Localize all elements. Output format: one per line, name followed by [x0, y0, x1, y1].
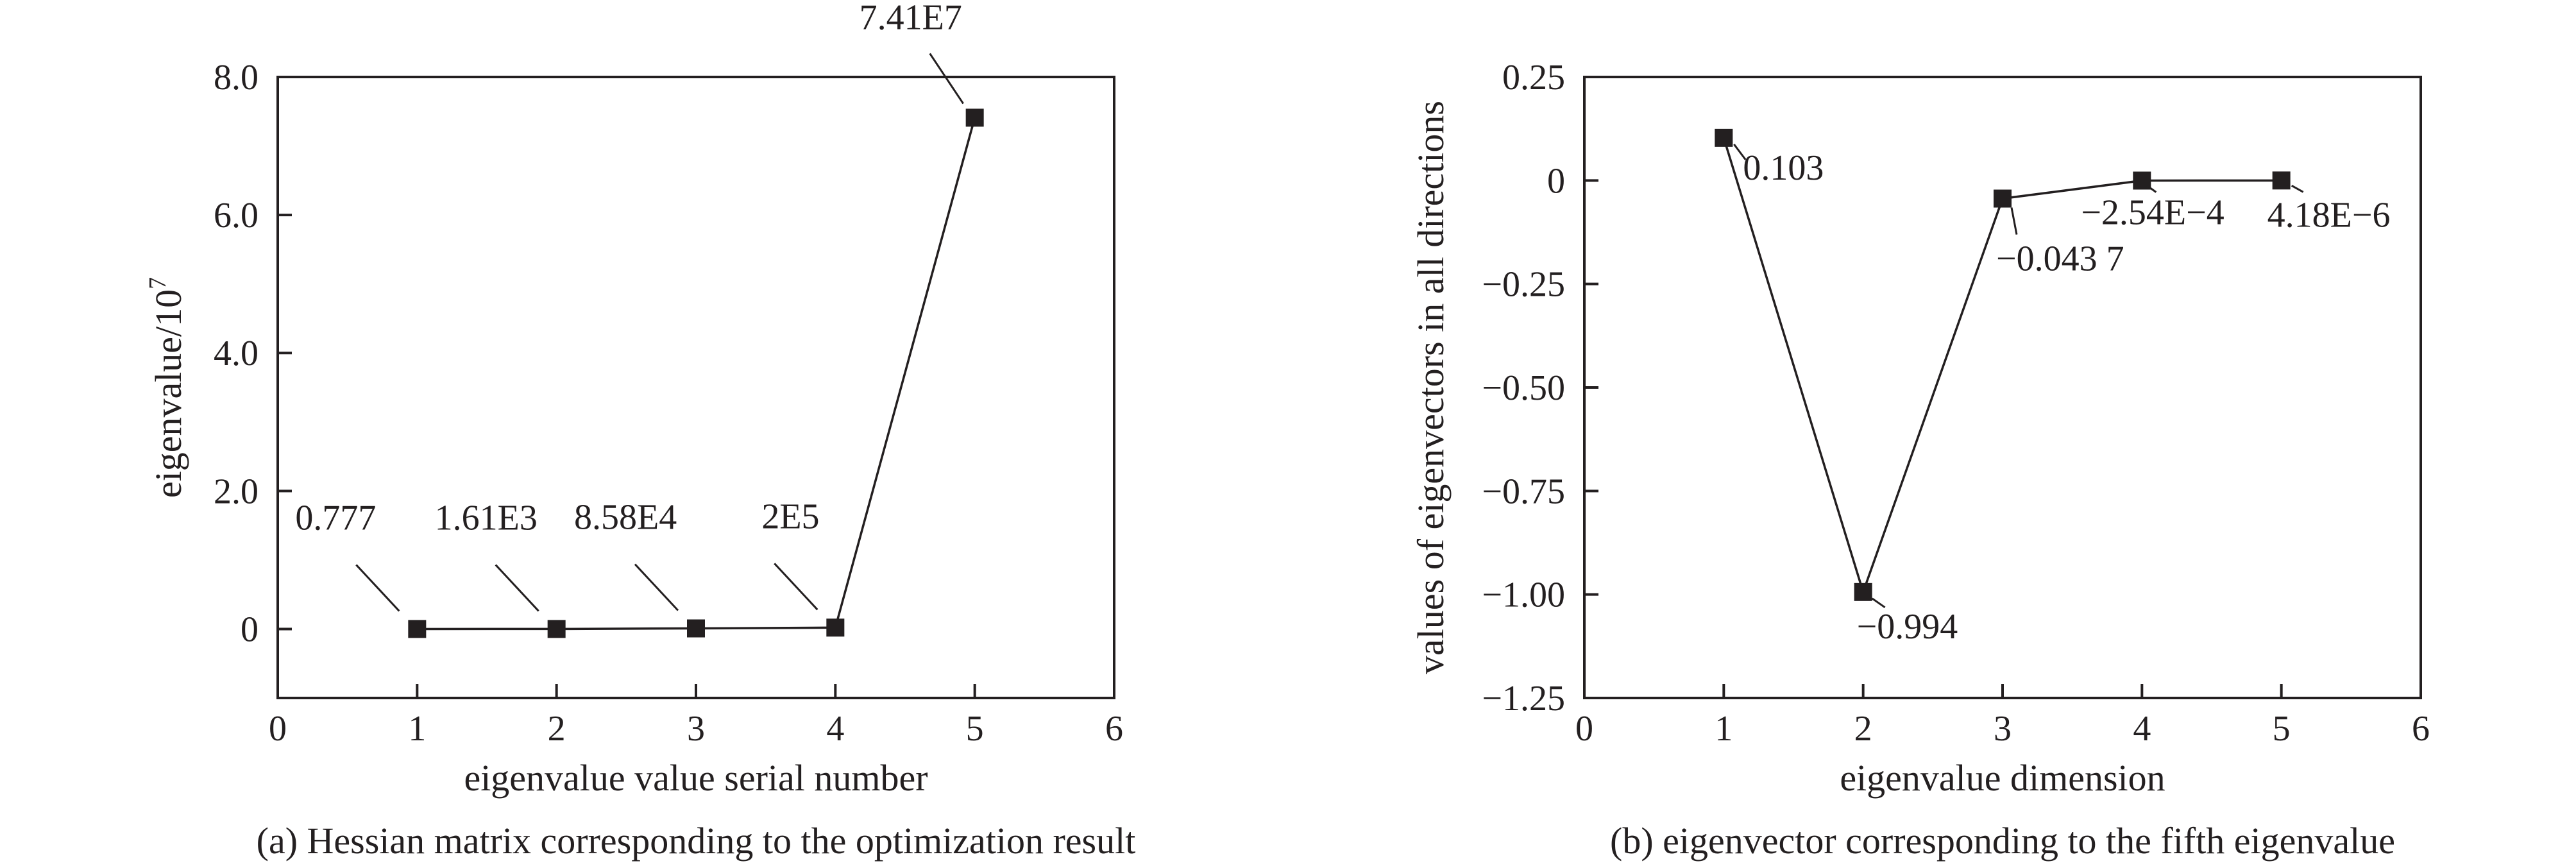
chart-b-x-tick-label: 3 [1994, 709, 2012, 749]
chart-a-point-leader [634, 563, 679, 611]
chart-a-x-tick-label: 2 [548, 709, 566, 749]
chart-b-x-tick-label: 0 [1575, 709, 1593, 749]
chart-b-y-tick-label: −0.25 [1482, 265, 1565, 305]
chart-a-point-label: 1.61E3 [435, 498, 538, 538]
chart-a-point-leader [774, 563, 818, 611]
chart-b-y-axis-label: values of eigenvectors in all directions [1410, 101, 1452, 674]
chart-b-x-tick-label: 6 [2412, 709, 2430, 749]
chart-a-caption: (a) Hessian matrix corresponding to the … [257, 820, 1136, 862]
chart-a-point-leader [355, 564, 400, 612]
chart-b: 0 1 2 3 4 5 6 −1.25 −1.00 −0.75 −0.50 −0.25 0 0.25 0… [1410, 58, 2430, 862]
chart-b-x-tick-label: 5 [2273, 709, 2291, 749]
chart-b-x-tick-label: 1 [1715, 709, 1733, 749]
chart-b-x-axis-label: eigenvalue dimension [1840, 757, 2165, 799]
chart-a-x-tick-label: 0 [269, 709, 287, 749]
chart-a-y-tick-label: 6.0 [214, 196, 258, 235]
chart-b-point [1854, 583, 1872, 601]
chart-a-series-line [417, 117, 976, 631]
chart-a-x-tick-label: 5 [966, 709, 984, 749]
chart-a-point [826, 618, 845, 637]
chart-b-point-leader [1871, 597, 1886, 609]
chart-b-y-tick-label: −0.50 [1482, 368, 1565, 408]
chart-a-point [965, 108, 984, 127]
chart-b-y-tick-label: −1.25 [1482, 679, 1565, 719]
chart-b-point-leader [2146, 185, 2157, 193]
chart-a-x-axis-label: eigenvalue value serial number [464, 757, 928, 799]
chart-b-x-tick-label: 2 [1854, 709, 1872, 749]
chart-b-point-label: 0.103 [1743, 148, 1824, 188]
chart-a-x-tick-label: 3 [687, 709, 705, 749]
chart-b-x-tick-label: 4 [2133, 709, 2151, 749]
chart-a-point [687, 619, 705, 638]
chart-a-point-label: 7.41E7 [860, 0, 962, 37]
chart-a-y-tick-label: 4.0 [214, 334, 258, 373]
chart-b-point-label: −2.54E−4 [2081, 192, 2224, 232]
chart-a-plot-frame [276, 76, 1115, 699]
chart-b-point-label: −0.043 7 [1996, 239, 2124, 279]
chart-a-y-tick-label: 8.0 [214, 58, 258, 98]
chart-a-point-label: 8.58E4 [574, 498, 677, 538]
chart-b-y-tick-label: 0.25 [1502, 58, 1565, 98]
chart-a-x-tick-label: 6 [1105, 709, 1123, 749]
chart-b-point-leader [2010, 207, 2018, 235]
chart-a-point [408, 620, 427, 638]
chart-b-point [1715, 128, 1733, 147]
chart-a-y-tick-label: 2.0 [214, 472, 258, 511]
chart-a-point-label: 0.777 [295, 498, 376, 538]
chart-b-y-tick-label: 0 [1547, 161, 1565, 201]
chart-a-y-tick-label: 0 [241, 609, 258, 649]
chart-b-point [2272, 171, 2291, 190]
chart-b-y-tick-label: −0.75 [1482, 472, 1565, 511]
chart-a-point-leader [929, 53, 964, 105]
chart-b-y-tick-label: −1.00 [1482, 575, 1565, 615]
chart-b-point-label: 4.18E−6 [2267, 195, 2391, 235]
chart-b-point-label: −0.994 [1857, 607, 1958, 647]
chart-a-point-leader [495, 564, 539, 612]
chart-a-x-tick-label: 4 [826, 709, 844, 749]
chart-b-point-leader [1733, 143, 1747, 160]
chart-a-point-label: 2E5 [761, 497, 819, 536]
chart-a-y-axis-label: eigenvalue/107 [144, 277, 189, 498]
chart-b-plot-frame [1583, 76, 2422, 699]
chart-b-point-leader [2291, 185, 2304, 193]
chart-a: 0 1 2 3 4 5 6 0 2.0 4.0 6.0 8.0 0.777 1.61E3 8.58E4 2… [144, 0, 1135, 862]
chart-b-point [1994, 189, 2012, 208]
chart-a-point [547, 620, 566, 638]
chart-a-x-tick-label: 1 [408, 709, 426, 749]
chart-b-caption: (b) eigenvector corresponding to the fif… [1610, 820, 2395, 862]
